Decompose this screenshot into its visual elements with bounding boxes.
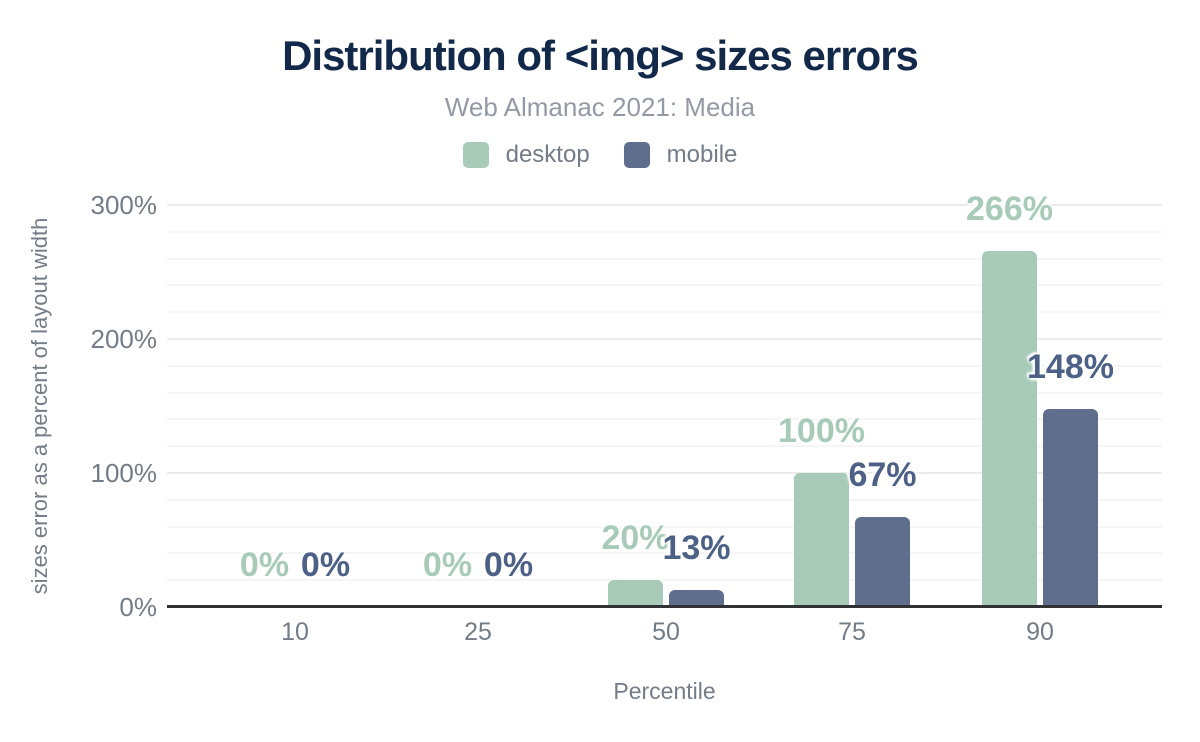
x-axis-title: Percentile <box>613 678 716 704</box>
x-axis-tick-label: 50 <box>652 618 680 646</box>
bar-desktop-p75[interactable] <box>794 473 849 607</box>
bar-value-label-mobile-p75: 67% <box>848 456 917 494</box>
bar-desktop-p90[interactable] <box>982 251 1037 607</box>
bar-mobile-p75[interactable] <box>855 517 910 607</box>
bar-value-label-desktop-p90: 266% <box>966 190 1053 228</box>
x-axis-line <box>167 605 1162 608</box>
gridline-minor <box>167 418 1162 421</box>
gridline-minor <box>167 257 1162 260</box>
x-axis-tick-label: 25 <box>464 618 492 646</box>
y-axis-tick-label: 300% <box>90 190 158 220</box>
legend-swatch-mobile-icon <box>623 142 650 168</box>
x-axis-tick-label: 75 <box>838 618 866 646</box>
gridline-minor <box>167 391 1162 394</box>
gridline-minor <box>167 579 1162 582</box>
x-axis-tick-label: 90 <box>1026 618 1054 646</box>
gridline-major <box>167 338 1162 340</box>
y-axis-title: sizes error as a percent of layout width <box>27 217 52 595</box>
bar-value-label-desktop-p10: 0% <box>239 546 290 584</box>
bar-value-label-mobile-p10: 0% <box>300 546 351 584</box>
gridline-minor <box>167 525 1162 528</box>
chart-title: Distribution of <img> sizes errors <box>282 32 919 79</box>
y-axis-tick-label: 0% <box>119 592 157 622</box>
gridline-minor <box>167 311 1162 314</box>
legend-item-mobile[interactable]: mobile <box>623 141 738 169</box>
legend-swatch-desktop-icon <box>462 142 489 168</box>
gridline-minor <box>167 230 1162 233</box>
bar-value-label-desktop-p75: 100% <box>778 412 865 450</box>
bar-value-label-desktop-p50: 20% <box>601 519 670 557</box>
bar-desktop-p50[interactable] <box>608 580 663 607</box>
y-axis-tick-label: 200% <box>90 324 158 354</box>
gridline-minor <box>167 498 1162 501</box>
bar-value-label-desktop-p25: 0% <box>422 546 473 584</box>
legend-label-desktop: desktop <box>505 141 590 168</box>
chart-subtitle: Web Almanac 2021: Media <box>444 92 756 122</box>
bar-value-label-mobile-p50: 13% <box>662 529 731 567</box>
legend: desktop mobile <box>0 141 1200 169</box>
bar-mobile-p50[interactable] <box>669 590 724 607</box>
legend-item-desktop[interactable]: desktop <box>462 141 590 169</box>
bar-value-label-mobile-p25: 0% <box>483 546 534 584</box>
x-axis-tick-label: 10 <box>281 618 309 646</box>
gridline-major <box>167 472 1162 474</box>
plot-area: 0% 0% 20% 100% 266% 0% 0% 13% 67% 148% <box>167 192 1162 607</box>
bar-mobile-p90[interactable] <box>1043 409 1098 607</box>
gridline-minor <box>167 284 1162 287</box>
gridline-minor <box>167 552 1162 555</box>
y-axis-tick-label: 100% <box>90 458 158 488</box>
gridline-minor <box>167 364 1162 367</box>
gridline-major <box>167 204 1162 206</box>
bar-value-label-mobile-p90: 148% <box>1027 348 1114 386</box>
gridline-minor <box>167 445 1162 448</box>
legend-label-mobile: mobile <box>666 141 738 168</box>
